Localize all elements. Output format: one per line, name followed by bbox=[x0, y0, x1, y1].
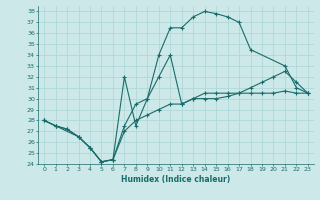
X-axis label: Humidex (Indice chaleur): Humidex (Indice chaleur) bbox=[121, 175, 231, 184]
